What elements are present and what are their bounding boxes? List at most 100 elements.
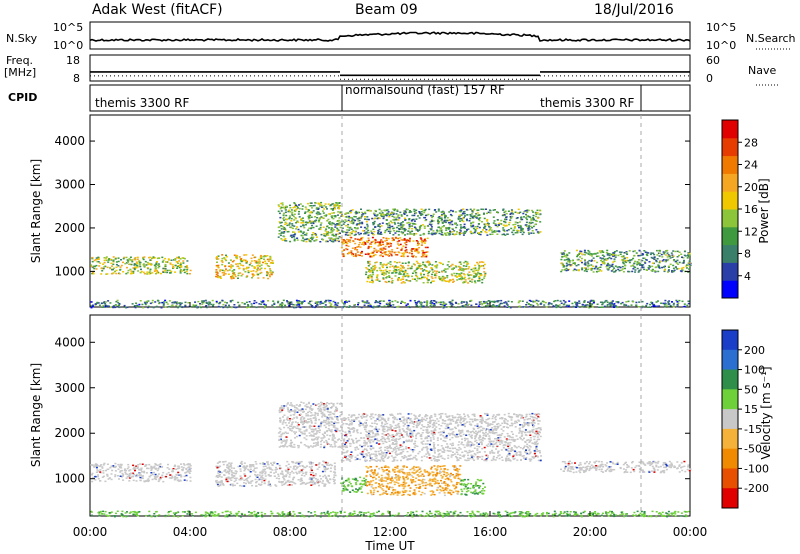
heatmap-cell: [135, 305, 138, 307]
heatmap-cell: [525, 213, 527, 216]
heatmap-cell: [230, 306, 233, 309]
heatmap-cell: [496, 305, 499, 308]
heatmap-cell: [536, 212, 539, 214]
heatmap-cell: [517, 301, 520, 304]
heatmap-cell: [317, 403, 320, 405]
heatmap-cell: [303, 482, 306, 484]
heatmap-cell: [288, 304, 291, 307]
heatmap-cell: [179, 302, 182, 304]
heatmap-cell: [386, 270, 389, 273]
heatmap-cell: [655, 266, 658, 268]
heatmap-cell: [186, 268, 189, 271]
heatmap-cell: [346, 252, 349, 255]
heatmap-cell: [311, 306, 314, 308]
heatmap-cell: [309, 304, 312, 306]
heatmap-cell: [565, 305, 568, 308]
heatmap-cell: [446, 276, 449, 279]
heatmap-cell: [339, 212, 342, 214]
heatmap-cell: [531, 209, 534, 212]
heatmap-cell: [325, 477, 327, 479]
heatmap-cell: [278, 304, 281, 307]
heatmap-cell: [320, 421, 323, 423]
heatmap-cell: [278, 464, 281, 467]
heatmap-cell: [438, 301, 440, 304]
heatmap-cell: [147, 305, 150, 308]
heatmap-cell: [537, 217, 539, 219]
heatmap-cell: [384, 280, 387, 283]
heatmap-cell: [373, 212, 375, 215]
nsearch-label: N.Search: [746, 32, 796, 45]
heatmap-cell: [336, 227, 339, 230]
heatmap-cell: [592, 253, 595, 255]
heatmap-cell: [431, 233, 434, 236]
heatmap-cell: [483, 271, 486, 273]
heatmap-cell: [280, 202, 283, 205]
heatmap-cell: [603, 263, 606, 265]
heatmap-cell: [446, 280, 449, 282]
heatmap-cell: [443, 213, 446, 216]
heatmap-cell: [636, 267, 639, 270]
heatmap-cell: [473, 270, 476, 272]
heatmap-cell: [371, 281, 374, 283]
heatmap-cell: [290, 217, 293, 220]
heatmap-cell: [288, 216, 291, 219]
heatmap-cell: [506, 229, 509, 232]
heatmap-cell: [371, 233, 374, 235]
heatmap-cell: [344, 241, 347, 244]
heatmap-cell: [334, 215, 337, 217]
heatmap-cell: [669, 263, 672, 266]
heatmap-cell: [104, 302, 107, 305]
heatmap-cell: [199, 303, 201, 305]
heatmap-cell: [137, 270, 140, 272]
heatmap-cell: [461, 305, 464, 307]
heatmap-cell: [334, 235, 337, 237]
heatmap-cell: [522, 306, 524, 308]
heatmap-cell: [589, 305, 592, 307]
freq-panel: Freq. [MHz] 18 8 60 0 Nave: [4, 54, 780, 86]
heatmap-cell: [631, 270, 634, 273]
heatmap-cell: [592, 265, 595, 267]
heatmap-cell: [320, 201, 323, 204]
heatmap-cell: [284, 206, 287, 209]
heatmap-cell: [492, 216, 495, 218]
heatmap-cell: [167, 258, 170, 260]
heatmap-cell: [219, 483, 222, 486]
heatmap-cell: [95, 466, 98, 469]
heatmap-cell: [541, 300, 544, 303]
heatmap-cell: [412, 218, 415, 221]
heatmap-cell: [341, 231, 344, 233]
heatmap-cell: [528, 225, 531, 227]
heatmap-cell: [336, 239, 339, 242]
heatmap-cell: [387, 211, 390, 213]
heatmap-cell: [146, 261, 149, 264]
heatmap-cell: [316, 430, 319, 432]
heatmap-cell: [145, 300, 148, 303]
heatmap-cell: [231, 276, 234, 278]
heatmap-cell: [169, 262, 172, 264]
heatmap-cell: [301, 217, 304, 219]
heatmap-cell: [253, 467, 256, 469]
heatmap-cell: [312, 210, 315, 212]
heatmap-cell: [366, 216, 369, 218]
heatmap-cell: [423, 239, 426, 241]
heatmap-cell: [301, 464, 304, 467]
heatmap-cell: [451, 223, 454, 226]
heatmap-cell: [434, 265, 437, 267]
heatmap-cell: [404, 302, 406, 304]
heatmap-cell: [96, 301, 99, 304]
heatmap-cell: [430, 226, 433, 228]
heatmap-cell: [421, 242, 424, 244]
heatmap-cell: [563, 250, 566, 252]
heatmap-cell: [134, 468, 137, 470]
heatmap-cell: [221, 263, 224, 266]
heatmap-cell: [624, 265, 627, 267]
heatmap-cell: [316, 211, 319, 213]
heatmap-cell: [315, 478, 317, 480]
heatmap-cell: [454, 306, 457, 309]
heatmap-cell: [308, 401, 311, 404]
heatmap-cell: [342, 220, 344, 222]
heatmap-cell: [253, 266, 256, 268]
heatmap-cell: [305, 232, 308, 235]
heatmap-cell: [441, 231, 444, 234]
heatmap-cell: [128, 473, 131, 475]
